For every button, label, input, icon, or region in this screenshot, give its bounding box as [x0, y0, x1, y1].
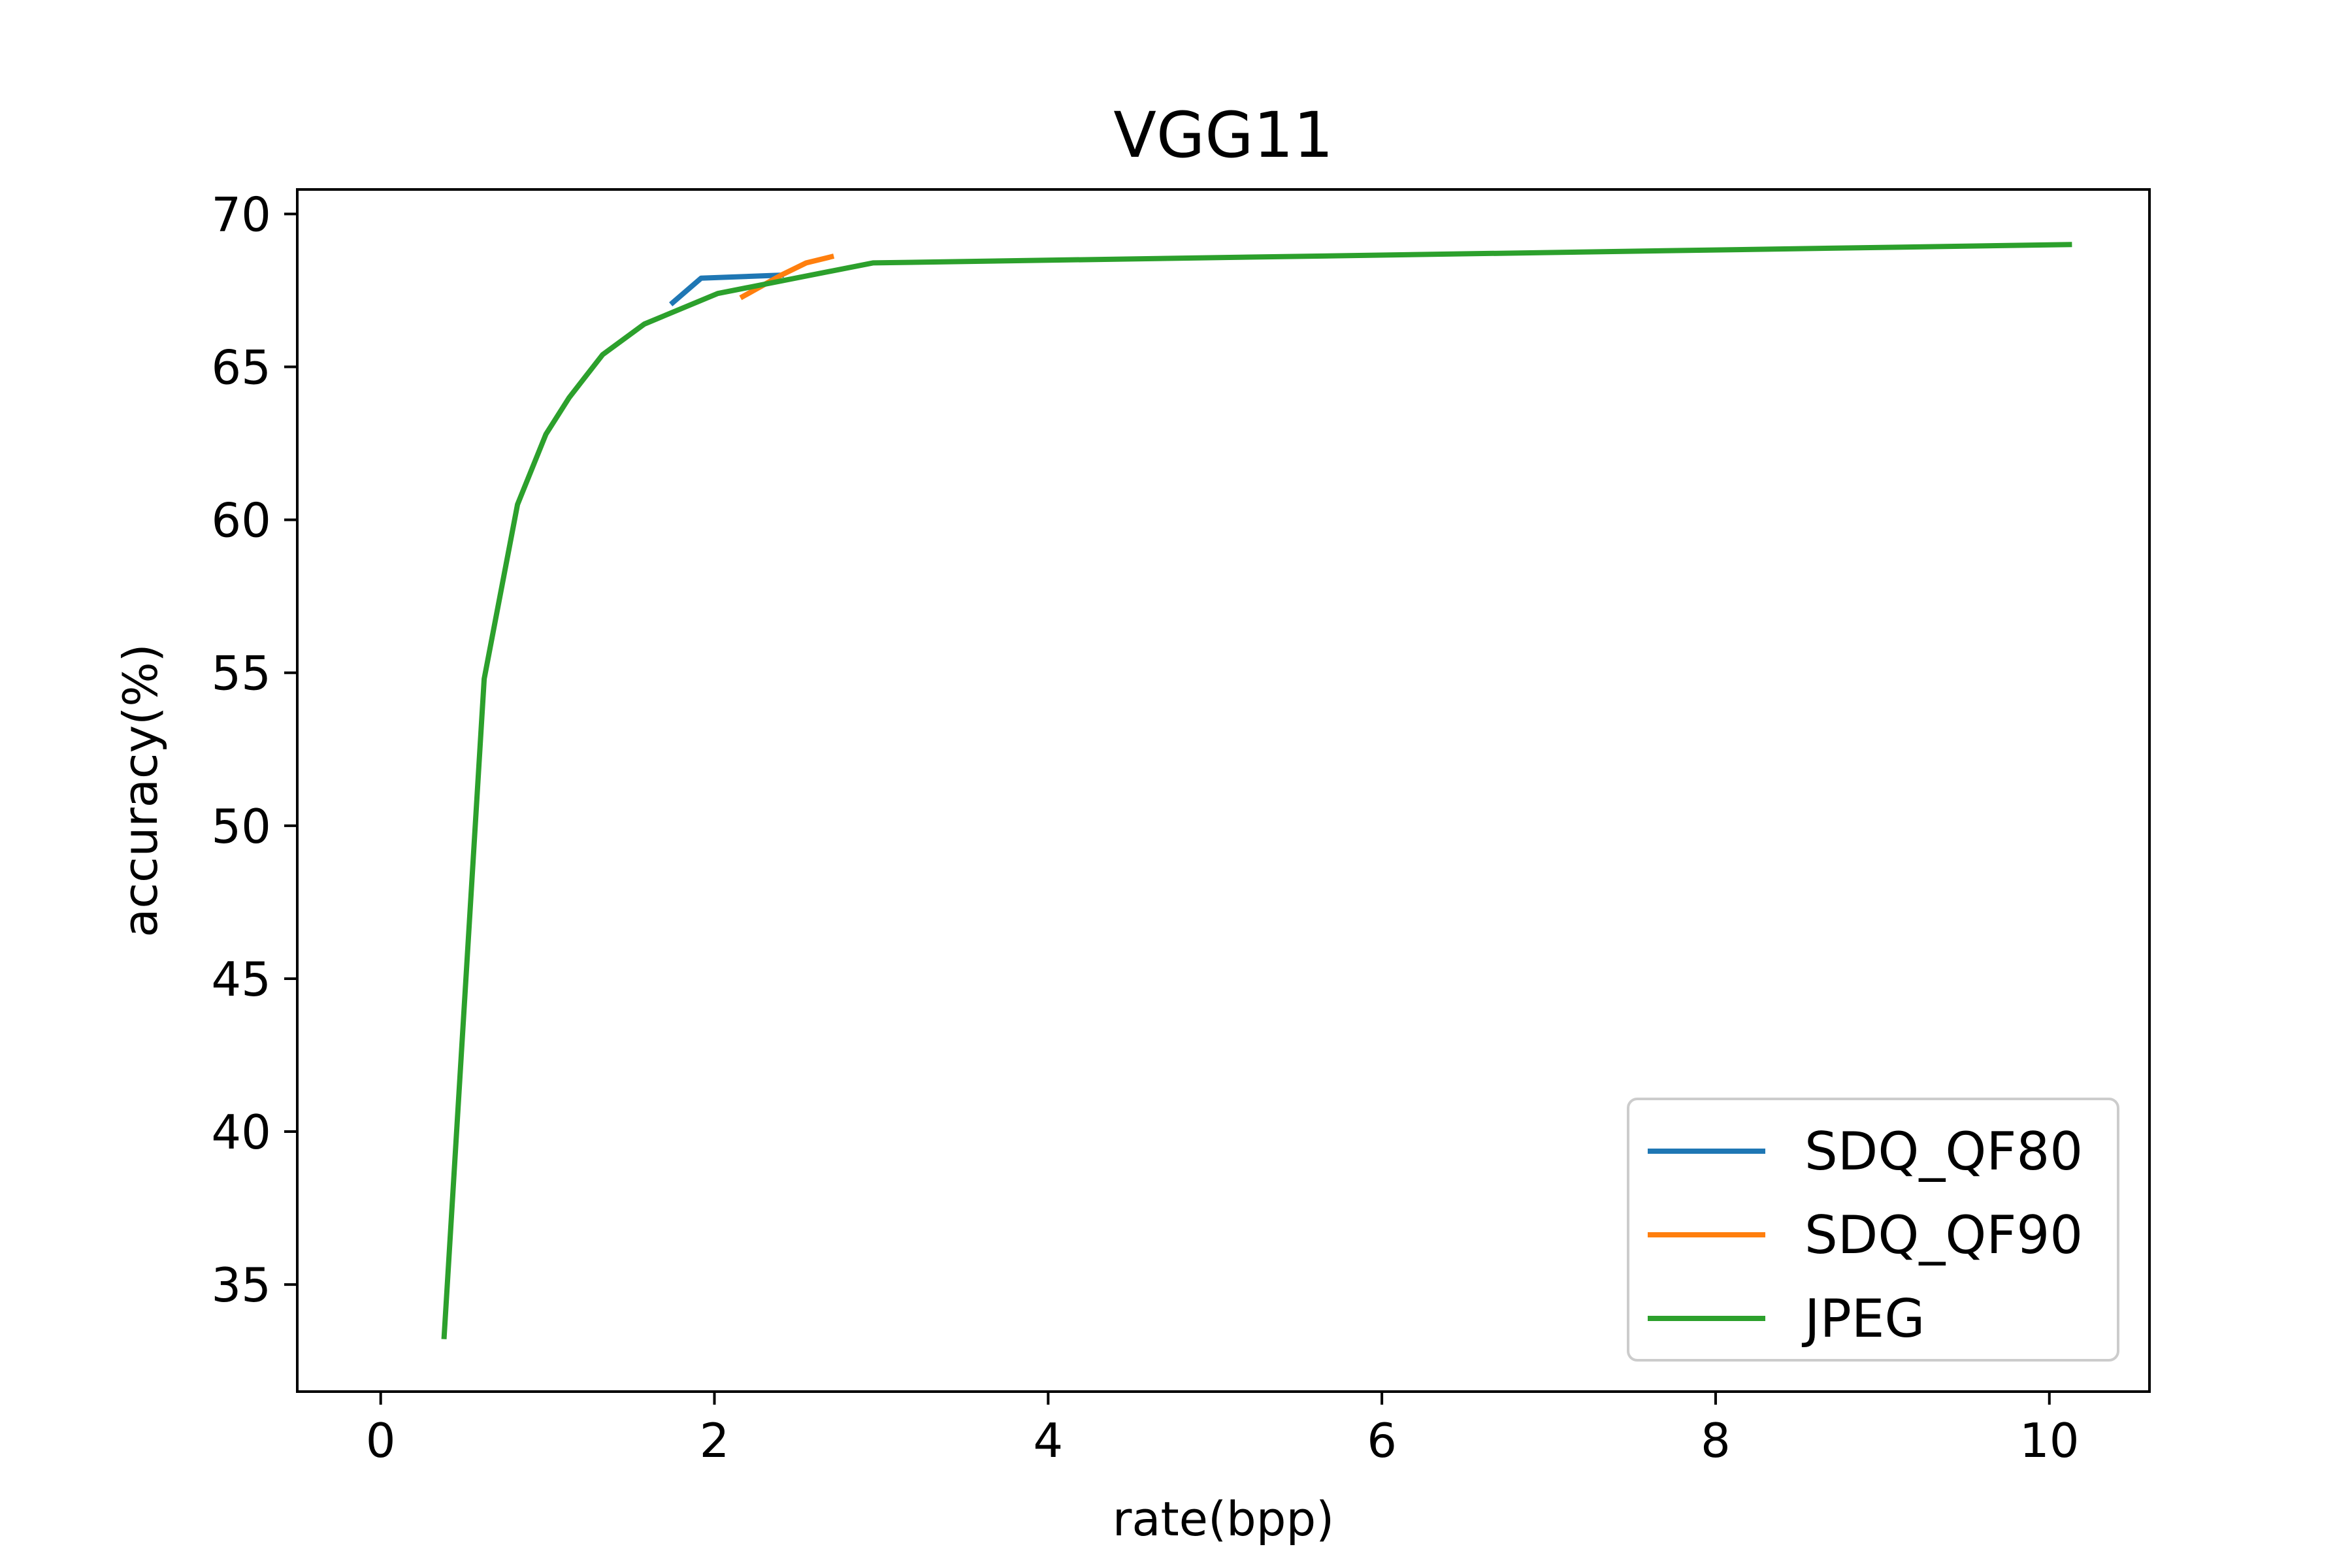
chart-title: VGG11 [1113, 99, 1333, 172]
y-tick-label: 65 [211, 340, 271, 395]
axes-frame [296, 188, 2151, 1393]
plot-area: 0 2 4 6 8 10 35 40 45 50 55 60 65 70 [211, 187, 2151, 1468]
x-tick-label: 4 [1033, 1413, 1063, 1468]
y-tick-label: 55 [211, 646, 271, 701]
legend: SDQ_QF80 SDQ_QF90 JPEG [1627, 1098, 2119, 1362]
legend-label-sdq-qf80: SDQ_QF80 [1805, 1121, 2083, 1182]
y-tick-label: 35 [211, 1258, 271, 1313]
y-tick-label: 70 [211, 187, 271, 242]
x-tick-label: 10 [2019, 1413, 2080, 1468]
x-axis-label: rate(bpp) [1113, 1492, 1335, 1546]
series-line-sdq-qf80 [669, 272, 784, 306]
legend-label-sdq-qf90: SDQ_QF90 [1805, 1205, 2083, 1266]
y-tick-label: 60 [211, 493, 271, 548]
y-tick-label: 45 [211, 952, 271, 1007]
y-axis-label: accuracy(%) [113, 644, 168, 937]
y-tick-label: 40 [211, 1105, 271, 1160]
x-tick-label: 0 [366, 1413, 396, 1468]
series-line-jpeg [441, 242, 2072, 1339]
x-tick-label: 2 [700, 1413, 730, 1468]
y-tick-label: 50 [211, 799, 271, 854]
x-tick-label: 8 [1701, 1413, 1731, 1468]
x-tick-label: 6 [1367, 1413, 1397, 1468]
legend-box [1627, 1098, 2119, 1362]
legend-label-jpeg: JPEG [1801, 1288, 1925, 1349]
